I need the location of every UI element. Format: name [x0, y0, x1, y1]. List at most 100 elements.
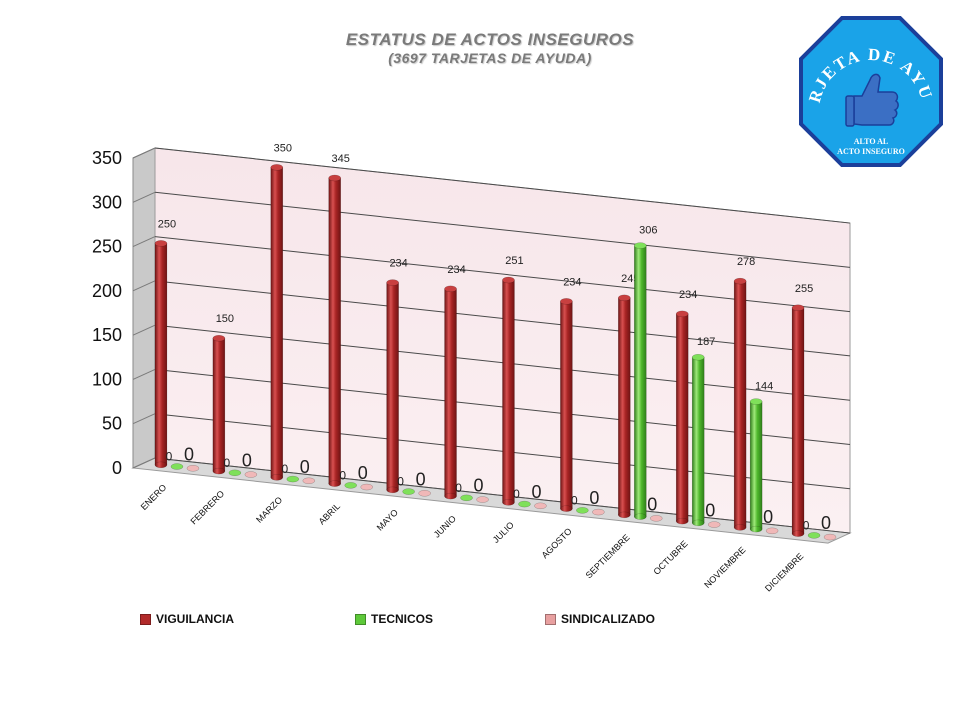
- bar-sindicalizado-enero-top: [186, 465, 200, 472]
- bar-tecnicos-septiembre-base: [634, 513, 647, 520]
- data-label-viguilancia: 250: [158, 218, 176, 230]
- bar-viguilancia-abril: [328, 174, 341, 487]
- bar-viguilancia-julio-top: [502, 276, 515, 284]
- data-label-viguilancia: 350: [274, 142, 292, 154]
- bar-viguilancia-mayo-top: [386, 279, 399, 286]
- bar-viguilancia-diciembre-top: [791, 304, 805, 312]
- gridline-side: [132, 368, 156, 380]
- legend-item-tecnicos: TECNICOS: [355, 612, 433, 626]
- bar-viguilancia-abril-top: [328, 174, 341, 182]
- bar-viguilancia-septiembre-body: [618, 297, 631, 516]
- data-label-tecnicos: 0: [397, 475, 404, 489]
- data-label-viguilancia: 278: [737, 256, 755, 268]
- bar-viguilancia-agosto: [560, 298, 573, 512]
- bar-sindicalizado-marzo-top: [302, 477, 316, 485]
- bar-sindicalizado-mayo: [418, 490, 431, 497]
- bar-sindicalizado-octubre-top: [707, 521, 721, 528]
- bar-viguilancia-noviembre: [733, 277, 747, 531]
- bar-sindicalizado-septiembre: [650, 515, 663, 522]
- bar-viguilancia-junio-body: [444, 288, 457, 497]
- bar-sindicalizado-octubre: [707, 521, 721, 528]
- data-label-tecnicos: 0: [803, 518, 810, 532]
- bar-tecnicos-enero: [170, 463, 184, 470]
- bar-viguilancia-agosto-top: [560, 298, 573, 305]
- x-tick-label: NOVIEMBRE: [702, 545, 747, 590]
- bar-viguilancia-noviembre-top: [733, 277, 747, 285]
- x-tick-label: SEPTIEMBRE: [584, 532, 632, 580]
- data-label-viguilancia: 234: [563, 276, 581, 288]
- data-label-tecnicos: 0: [339, 468, 346, 482]
- bar-tecnicos-febrero: [228, 469, 242, 477]
- bar-tecnicos-junio: [460, 494, 473, 502]
- bar-viguilancia-marzo: [270, 164, 284, 481]
- data-label-tecnicos: 0: [224, 456, 231, 470]
- gridline-side: [132, 147, 156, 159]
- bar-viguilancia-julio-body: [502, 279, 515, 503]
- bar-tecnicos-noviembre-top: [749, 398, 763, 405]
- bar-tecnicos-octubre-top: [691, 353, 705, 361]
- bar-viguilancia-junio-top: [444, 285, 457, 293]
- bar-sindicalizado-agosto-top: [592, 508, 605, 516]
- bar-sindicalizado-febrero-top: [244, 471, 258, 478]
- bar-tecnicos-noviembre: [749, 398, 763, 533]
- x-tick-label: JULIO: [491, 520, 516, 545]
- bar-viguilancia-diciembre-base: [791, 530, 805, 537]
- y-tick-label: 50: [102, 414, 122, 434]
- gridline-side: [132, 280, 156, 292]
- bar-viguilancia-octubre-top: [675, 310, 689, 318]
- thumbs-up-icon: [845, 73, 899, 127]
- data-label-tecnicos: 0: [571, 493, 578, 507]
- y-tick-label: 100: [92, 369, 122, 389]
- bar-viguilancia-diciembre-body: [791, 307, 805, 534]
- bar-viguilancia-febrero-body: [212, 337, 226, 472]
- bar-viguilancia-enero: [154, 240, 168, 469]
- y-tick-label: 300: [92, 192, 122, 212]
- x-tick-label: MAYO: [375, 507, 400, 532]
- bar-viguilancia-octubre-base: [675, 517, 689, 525]
- data-label-tecnicos: 144: [755, 381, 773, 393]
- data-label-viguilancia: 234: [679, 289, 697, 301]
- bar-viguilancia-diciembre: [791, 304, 805, 537]
- gridline-side: [132, 236, 156, 248]
- x-tick-label: OCTUBRE: [651, 539, 689, 577]
- chart-title-block: ESTATUS DE ACTOS INSEGUROS (3697 TARJETA…: [250, 30, 730, 66]
- bar-sindicalizado-julio-top: [534, 502, 547, 510]
- bar-tecnicos-febrero-top: [228, 469, 242, 477]
- y-tick-label: 200: [92, 281, 122, 301]
- bar-sindicalizado-diciembre: [823, 533, 837, 541]
- bar-viguilancia-julio-base: [502, 499, 515, 506]
- bar-viguilancia-noviembre-base: [733, 524, 747, 531]
- bar-tecnicos-octubre: [691, 353, 705, 527]
- x-tick-label: DICIEMBRE: [763, 551, 805, 593]
- bar-viguilancia-mayo: [386, 279, 399, 494]
- gridline-side: [132, 413, 156, 425]
- data-label-viguilancia: 251: [505, 255, 523, 267]
- y-tick-label: 250: [92, 237, 122, 257]
- x-tick-label: AGOSTO: [540, 526, 574, 560]
- bar-viguilancia-enero-top: [154, 240, 168, 247]
- bar-sindicalizado-septiembre-top: [650, 515, 663, 522]
- bar-sindicalizado-febrero: [244, 471, 258, 478]
- bar-viguilancia-mayo-body: [386, 282, 399, 491]
- bar-viguilancia-enero-body: [154, 243, 168, 466]
- bar-tecnicos-mayo: [402, 488, 415, 495]
- bar-viguilancia-septiembre-base: [618, 511, 631, 519]
- bar-sindicalizado-abril: [360, 483, 373, 491]
- bar-tecnicos-marzo-top: [286, 475, 300, 483]
- data-label-sindicalizado: 0: [821, 513, 831, 533]
- bar-tecnicos-julio: [518, 500, 531, 508]
- bar-tecnicos-noviembre-base: [749, 525, 763, 533]
- x-tick-label: MARZO: [254, 495, 284, 525]
- bar-viguilancia-marzo-body: [270, 167, 284, 478]
- bar-tecnicos-agosto-top: [576, 507, 589, 514]
- bar-tecnicos-septiembre-top: [634, 242, 647, 249]
- bar-tecnicos-diciembre: [807, 532, 821, 539]
- bar-sindicalizado-agosto: [592, 508, 605, 516]
- data-label-tecnicos: 0: [281, 462, 288, 476]
- bar-sindicalizado-enero: [186, 465, 200, 472]
- legend-label-viguilancia: VIGUILANCIA: [156, 612, 234, 626]
- x-tick-label: FEBRERO: [188, 489, 226, 527]
- bar-tecnicos-enero-top: [170, 463, 184, 470]
- bar-tecnicos-julio-top: [518, 500, 531, 508]
